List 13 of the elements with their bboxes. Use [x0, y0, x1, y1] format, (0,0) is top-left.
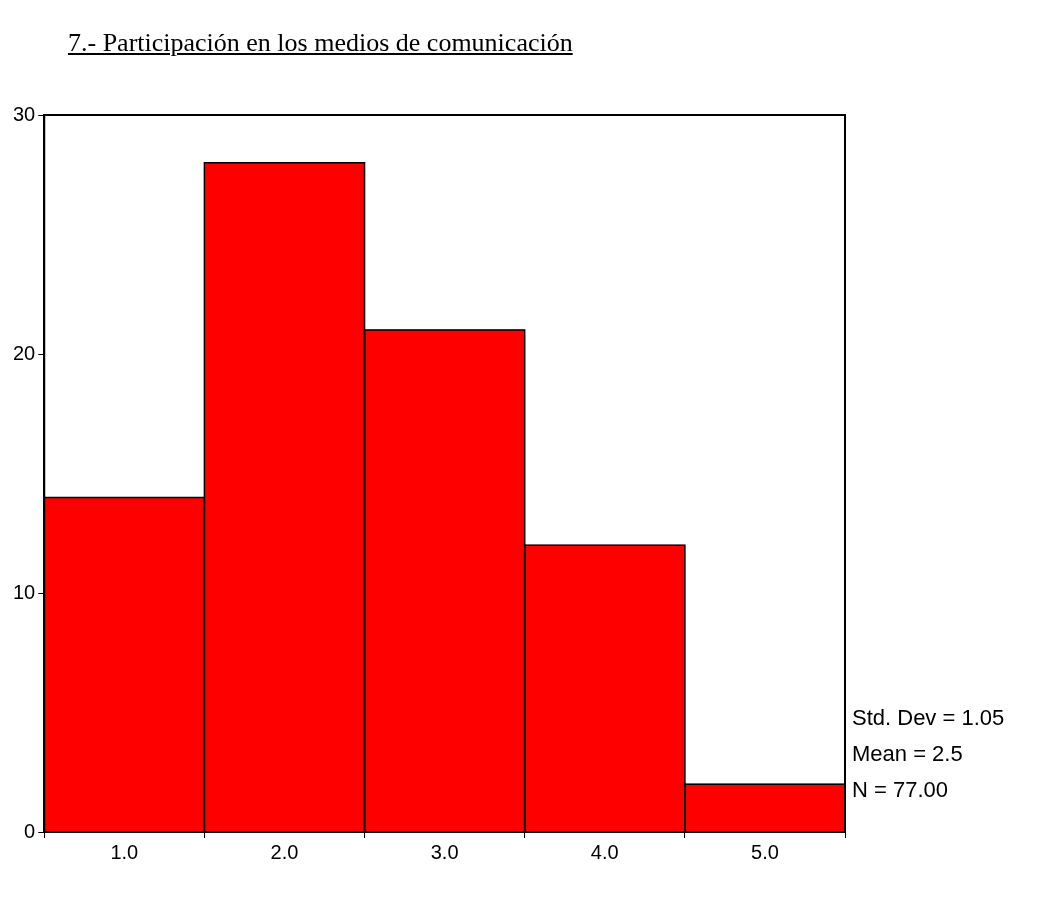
x-tick-label: 1.0 — [110, 840, 139, 863]
text: N = 77.00 — [852, 776, 949, 804]
y-tick-label: 0 — [24, 819, 36, 842]
x-tick-label: 4.0 — [590, 840, 619, 863]
y-tick-label: 20 — [13, 341, 36, 364]
text: Mean = 2.5 — [852, 740, 964, 768]
x-tick-label: 3.0 — [430, 840, 459, 863]
y-tick-label: 10 — [13, 580, 36, 603]
chart-title: 7.- Participación en los medios de comunicación — [68, 28, 573, 58]
x-tick-label: 2.0 — [270, 840, 299, 863]
x-tick-label: 5.0 — [751, 840, 779, 863]
text: Std. Dev = 1.05 — [852, 704, 1005, 732]
y-tick-label: 30 — [13, 102, 36, 125]
